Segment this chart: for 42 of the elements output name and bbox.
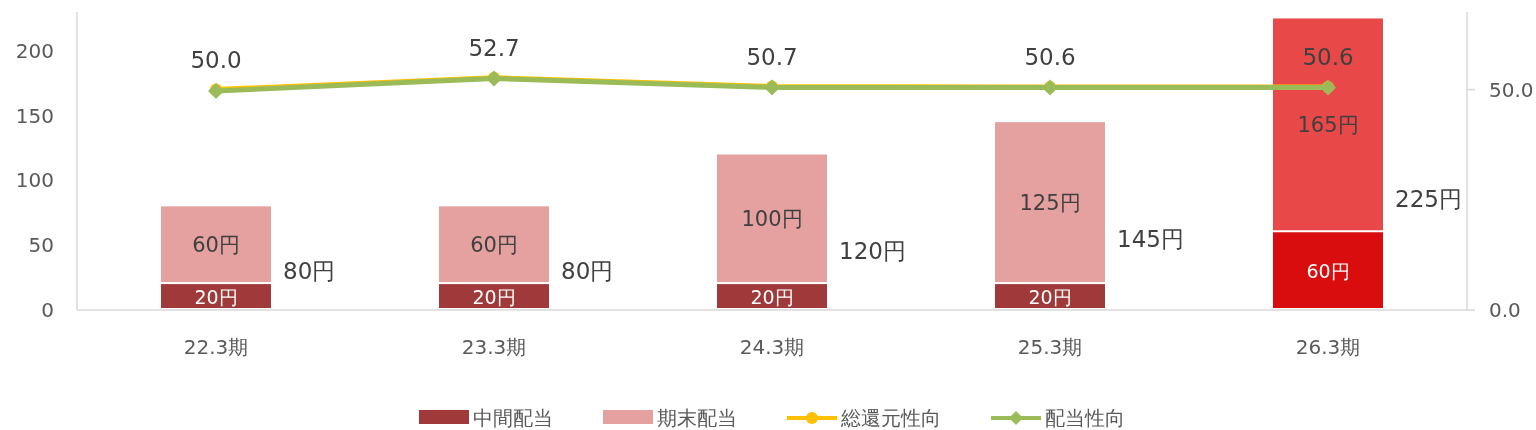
data-label: 50.6 [1302, 43, 1354, 70]
legend-label: 期末配当 [657, 406, 737, 430]
y2-tick-label: 50.0 [1489, 77, 1534, 102]
bar [1273, 18, 1383, 231]
data-label: 50.6 [1024, 43, 1076, 70]
bar [717, 154, 827, 283]
legend-label: 総還元性向 [840, 406, 941, 430]
total-label: 80円 [561, 257, 614, 284]
bar [161, 206, 271, 283]
x-tick-label: 23.3期 [461, 335, 527, 359]
bar [995, 122, 1105, 283]
total-label: 145円 [1117, 225, 1184, 252]
data-label: 20円 [194, 286, 238, 309]
data-label: 60円 [1306, 260, 1350, 283]
x-tick-label: 26.3期 [1295, 335, 1361, 359]
x-tick-label: 25.3期 [1017, 335, 1083, 359]
data-label: 165円 [1297, 113, 1359, 138]
legend-label: 配当性向 [1045, 406, 1125, 430]
data-label: 50.0 [190, 46, 242, 73]
data-label: 20円 [1028, 286, 1072, 309]
total-label: 120円 [839, 237, 906, 264]
y-tick-label: 100 [15, 168, 54, 193]
x-tick-label: 24.3期 [739, 335, 805, 359]
bar [1273, 232, 1383, 308]
legend-label: 中間配当 [473, 406, 553, 430]
data-label: 52.7 [468, 34, 520, 61]
total-label: 225円 [1395, 186, 1462, 213]
data-label: 20円 [750, 286, 794, 309]
total-label: 80円 [283, 257, 336, 284]
data-label: 100円 [741, 207, 803, 232]
y-tick-label: 150 [15, 103, 54, 128]
y-tick-label: 0 [41, 298, 54, 322]
data-label: 50.7 [746, 43, 798, 70]
data-label: 60円 [470, 233, 518, 258]
y2-tick-label: 0.0 [1489, 298, 1521, 322]
y-tick-label: 200 [15, 38, 54, 63]
bar [439, 206, 549, 283]
data-label: 125円 [1019, 191, 1081, 216]
data-label: 20円 [472, 286, 516, 309]
x-tick-label: 22.3期 [183, 335, 249, 359]
y-tick-label: 50 [28, 233, 54, 258]
data-label: 60円 [192, 233, 240, 258]
